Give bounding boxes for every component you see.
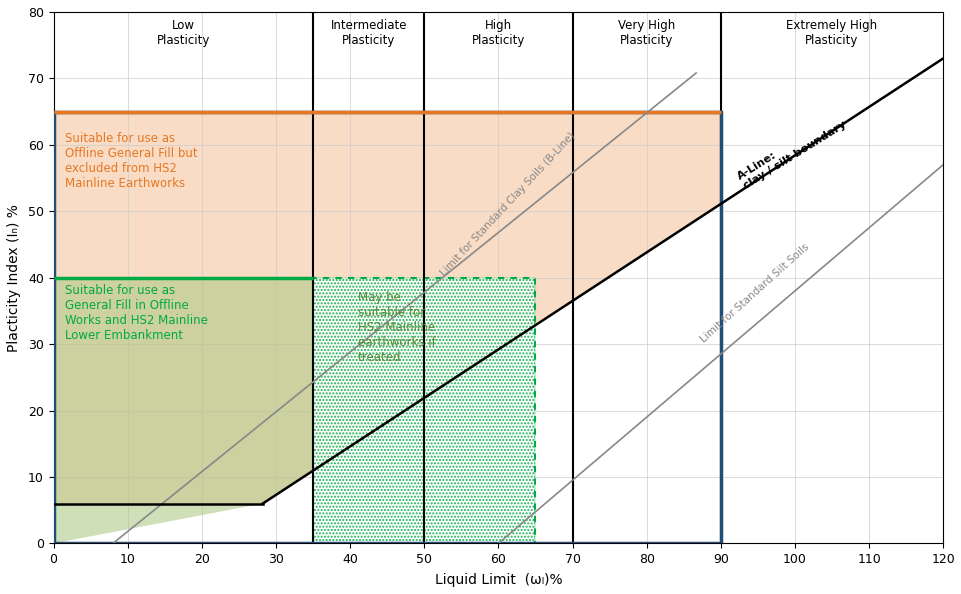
Text: Suitable for use as
General Fill in Offline
Works and HS2 Mainline
Lower Embankm: Suitable for use as General Fill in Offl…: [64, 285, 208, 342]
X-axis label: Liquid Limit  (ωₗ)%: Liquid Limit (ωₗ)%: [434, 573, 561, 587]
Y-axis label: Placticity Index (Iₙ) %: Placticity Index (Iₙ) %: [7, 204, 21, 352]
Text: Limit for Standard Clay Soils (B-Line): Limit for Standard Clay Soils (B-Line): [438, 130, 577, 277]
Polygon shape: [54, 112, 720, 504]
Text: Low
Plasticity: Low Plasticity: [157, 18, 209, 46]
Polygon shape: [54, 277, 312, 544]
Text: Limit for Standard Silt Soils: Limit for Standard Silt Soils: [698, 241, 810, 344]
Text: Extremely High
Plasticity: Extremely High Plasticity: [785, 18, 876, 46]
Text: Suitable for use as
Offline General Fill but
excluded from HS2
Mainline Earthwor: Suitable for use as Offline General Fill…: [64, 131, 197, 189]
Text: A-Line:
clay / silt boundary: A-Line: clay / silt boundary: [735, 110, 848, 191]
Text: Intermediate
Plasticity: Intermediate Plasticity: [330, 18, 407, 46]
Text: High
Plasticity: High Plasticity: [471, 18, 525, 46]
Bar: [54, 112, 720, 544]
Text: May be
suitable for
HS2 Mainline
earthworks if
treated: May be suitable for HS2 Mainline earthwo…: [357, 291, 434, 364]
Text: Very High
Plasticity: Very High Plasticity: [617, 18, 675, 46]
Polygon shape: [312, 277, 535, 544]
